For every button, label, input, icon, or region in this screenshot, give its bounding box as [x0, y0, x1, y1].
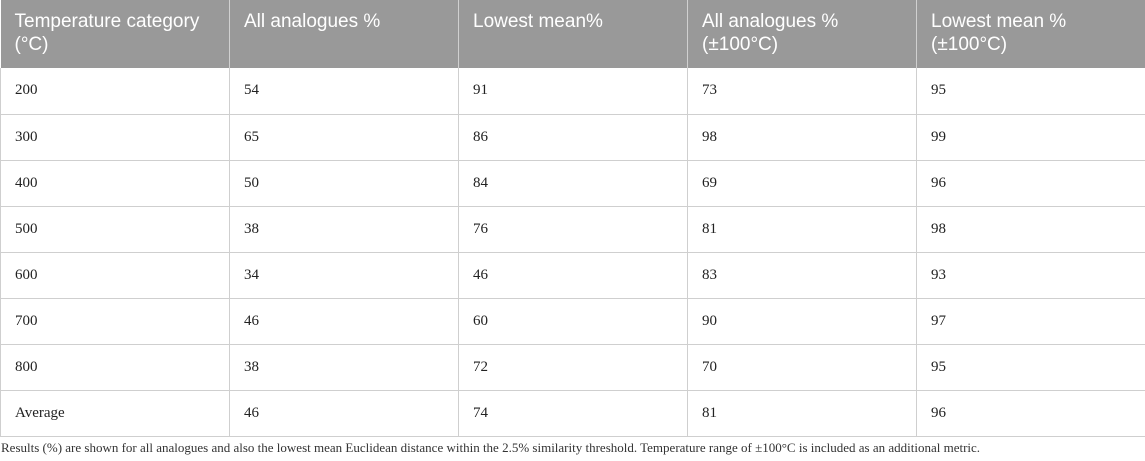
- cell-all-analogues-range: 73: [687, 68, 917, 115]
- table-row: 300 65 86 98 99: [0, 114, 1145, 161]
- cell-lowest-mean-range: 93: [916, 252, 1145, 299]
- cell-lowest-mean-range: 99: [916, 114, 1145, 161]
- cell-all-analogues-range: 81: [687, 390, 917, 437]
- cell-lowest-mean-range: 96: [916, 390, 1145, 437]
- cell-lowest-mean-range: 95: [916, 68, 1145, 115]
- cell-all-analogues: 46: [229, 390, 459, 437]
- cell-temperature: 400: [0, 160, 230, 207]
- table-row: 200 54 91 73 95: [0, 68, 1145, 115]
- cell-lowest-mean: 46: [458, 252, 688, 299]
- table-row: 500 38 76 81 98: [0, 206, 1145, 253]
- cell-lowest-mean: 72: [458, 344, 688, 391]
- cell-lowest-mean: 74: [458, 390, 688, 437]
- cell-lowest-mean: 84: [458, 160, 688, 207]
- cell-all-analogues: 34: [229, 252, 459, 299]
- cell-temperature: Average: [0, 390, 230, 437]
- header-lowest-mean: Lowest mean%: [458, 0, 688, 68]
- cell-all-analogues: 46: [229, 298, 459, 345]
- cell-all-analogues: 38: [229, 344, 459, 391]
- header-temperature-category: Temperature category (°C): [0, 0, 230, 68]
- cell-temperature: 300: [0, 114, 230, 161]
- cell-lowest-mean: 86: [458, 114, 688, 161]
- cell-lowest-mean-range: 96: [916, 160, 1145, 207]
- header-all-analogues: All analogues %: [229, 0, 459, 68]
- cell-temperature: 500: [0, 206, 230, 253]
- table-header-row: Temperature category (°C) All analogues …: [0, 0, 1145, 68]
- cell-lowest-mean: 91: [458, 68, 688, 115]
- results-table: Temperature category (°C) All analogues …: [0, 0, 1145, 437]
- cell-all-analogues-range: 98: [687, 114, 917, 161]
- cell-temperature: 200: [0, 68, 230, 115]
- table-row: 600 34 46 83 93: [0, 252, 1145, 299]
- table-row: Average 46 74 81 96: [0, 390, 1145, 437]
- cell-lowest-mean-range: 95: [916, 344, 1145, 391]
- cell-all-analogues-range: 70: [687, 344, 917, 391]
- cell-all-analogues: 38: [229, 206, 459, 253]
- cell-lowest-mean-range: 97: [916, 298, 1145, 345]
- header-lowest-mean-range: Lowest mean % (±100°C): [916, 0, 1145, 68]
- cell-lowest-mean-range: 98: [916, 206, 1145, 253]
- cell-all-analogues-range: 83: [687, 252, 917, 299]
- cell-temperature: 800: [0, 344, 230, 391]
- header-all-analogues-range: All analogues % (±100°C): [687, 0, 917, 68]
- cell-all-analogues: 50: [229, 160, 459, 207]
- cell-all-analogues-range: 69: [687, 160, 917, 207]
- table-row: 700 46 60 90 97: [0, 298, 1145, 345]
- results-table-container: Temperature category (°C) All analogues …: [0, 0, 1145, 437]
- cell-all-analogues: 65: [229, 114, 459, 161]
- cell-temperature: 600: [0, 252, 230, 299]
- table-caption: Results (%) are shown for all analogues …: [1, 440, 981, 455]
- table-row: 400 50 84 69 96: [0, 160, 1145, 207]
- cell-lowest-mean: 60: [458, 298, 688, 345]
- cell-all-analogues: 54: [229, 68, 459, 115]
- cell-all-analogues-range: 90: [687, 298, 917, 345]
- cell-lowest-mean: 76: [458, 206, 688, 253]
- cell-all-analogues-range: 81: [687, 206, 917, 253]
- table-row: 800 38 72 70 95: [0, 344, 1145, 391]
- cell-temperature: 700: [0, 298, 230, 345]
